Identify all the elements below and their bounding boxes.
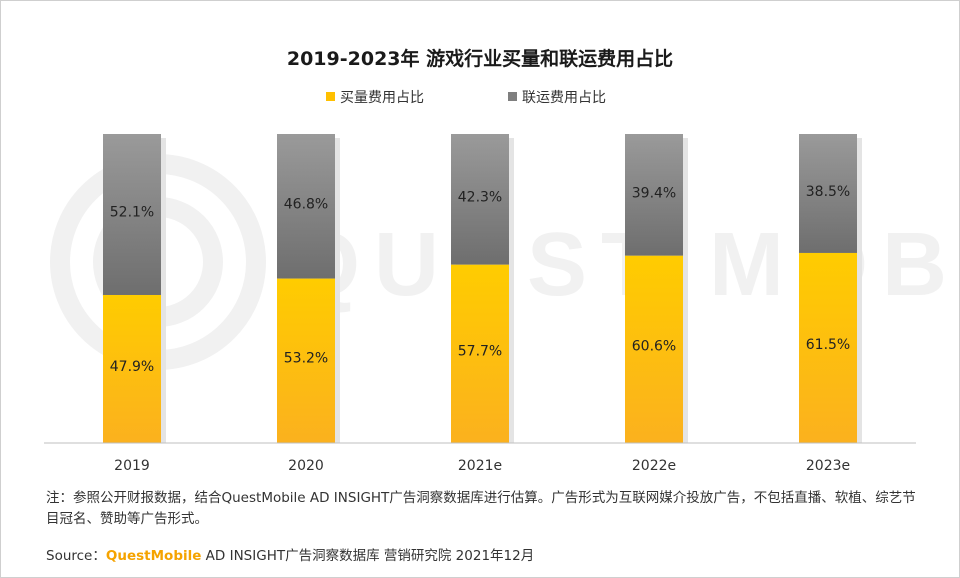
- x-tick-label-2023e: 2023e: [806, 458, 850, 474]
- x-tick-label-2019: 2019: [114, 458, 150, 474]
- data-label-joint-2020: 46.8%: [284, 196, 328, 212]
- source-rest: AD INSIGHT广告洞察数据库 营销研究院 2021年12月: [201, 548, 535, 564]
- data-label-joint-2021e: 42.3%: [458, 190, 502, 206]
- data-label-buy-2021e: 57.7%: [458, 343, 502, 359]
- data-label-joint-2022e: 39.4%: [632, 185, 676, 201]
- data-label-joint-2023e: 38.5%: [806, 184, 850, 200]
- bar-buy-2020: [277, 278, 335, 443]
- source-prefix: Source：: [46, 548, 106, 564]
- data-label-buy-2022e: 60.6%: [632, 339, 676, 355]
- x-tick-label-2020: 2020: [288, 458, 324, 474]
- legend-item-buy: 买量费用占比: [326, 87, 424, 107]
- source-brand: QuestMobile: [105, 548, 202, 564]
- legend-item-joint: 联运费用占比: [508, 87, 606, 107]
- chart-title: 2019-2023年 游戏行业买量和联运费用占比: [286, 48, 674, 70]
- x-tick-label-2021e: 2021e: [458, 458, 502, 474]
- bar-joint-2023e: [799, 134, 857, 253]
- bar-joint-2021e: [451, 134, 509, 265]
- bar-joint-2020: [277, 134, 335, 279]
- data-label-joint-2019: 52.1%: [110, 204, 154, 220]
- legend-label-joint: 联运费用占比: [522, 90, 606, 106]
- bar-joint-2019: [103, 134, 161, 295]
- bar-buy-2021e: [451, 264, 509, 443]
- bar-joint-2022e: [625, 134, 683, 256]
- x-tick-label-2022e: 2022e: [632, 458, 676, 474]
- data-label-buy-2019: 47.9%: [110, 359, 154, 375]
- source-line: Source：QuestMobile AD INSIGHT广告洞察数据库 营销研…: [46, 544, 534, 564]
- bar-buy-2022e: [625, 255, 683, 443]
- legend: 买量费用占比 联运费用占比: [0, 87, 960, 107]
- data-label-buy-2020: 53.2%: [284, 351, 328, 367]
- bar-buy-2019: [103, 294, 161, 443]
- legend-swatch-joint: [508, 92, 517, 101]
- legend-swatch-buy: [326, 92, 335, 101]
- legend-label-buy: 买量费用占比: [340, 90, 424, 106]
- footnote: 注：参照公开财报数据，结合QuestMobile AD INSIGHT广告洞察数…: [46, 490, 916, 527]
- data-label-buy-2023e: 61.5%: [806, 337, 850, 353]
- bar-buy-2023e: [799, 252, 857, 443]
